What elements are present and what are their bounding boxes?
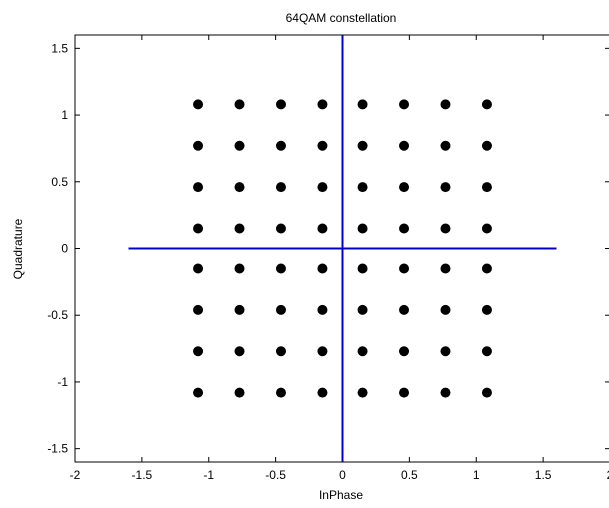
constellation-point bbox=[317, 387, 328, 398]
y-tick-label: -1 bbox=[57, 375, 68, 389]
constellation-point bbox=[275, 99, 286, 110]
x-tick-label: 1.5 bbox=[535, 468, 552, 482]
constellation-point bbox=[357, 99, 368, 110]
constellation-point bbox=[234, 99, 245, 110]
constellation-point bbox=[357, 182, 368, 193]
constellation-point bbox=[440, 346, 451, 357]
constellation-point bbox=[399, 182, 410, 193]
constellation-point bbox=[275, 346, 286, 357]
y-tick-label: 0.5 bbox=[51, 175, 68, 189]
constellation-point bbox=[234, 223, 245, 234]
x-tick-label: -0.5 bbox=[265, 468, 286, 482]
constellation-point bbox=[357, 223, 368, 234]
constellation-point bbox=[481, 304, 492, 315]
constellation-point bbox=[481, 182, 492, 193]
constellation-point bbox=[234, 140, 245, 151]
constellation-point bbox=[481, 140, 492, 151]
constellation-point bbox=[440, 387, 451, 398]
constellation-point bbox=[275, 182, 286, 193]
constellation-point bbox=[440, 263, 451, 274]
x-tick-label: 1 bbox=[473, 468, 480, 482]
constellation-point bbox=[481, 263, 492, 274]
constellation-point bbox=[357, 346, 368, 357]
constellation-point bbox=[234, 182, 245, 193]
y-tick-label: -0.5 bbox=[47, 308, 68, 322]
constellation-point bbox=[275, 223, 286, 234]
constellation-point bbox=[317, 304, 328, 315]
constellation-point bbox=[275, 304, 286, 315]
constellation-point bbox=[399, 387, 410, 398]
x-tick-label: -1.5 bbox=[132, 468, 153, 482]
constellation-point bbox=[481, 387, 492, 398]
constellation-point bbox=[193, 99, 204, 110]
constellation-point bbox=[234, 387, 245, 398]
constellation-point bbox=[193, 223, 204, 234]
constellation-point bbox=[234, 304, 245, 315]
constellation-point bbox=[399, 140, 410, 151]
plot-area: -2-1.5-1-0.500.511.52-1.5-1-0.500.511.5 bbox=[47, 34, 609, 482]
constellation-point bbox=[193, 304, 204, 315]
constellation-point bbox=[234, 346, 245, 357]
constellation-point bbox=[317, 99, 328, 110]
x-tick-label: -2 bbox=[70, 468, 81, 482]
constellation-point bbox=[275, 263, 286, 274]
constellation-point bbox=[440, 140, 451, 151]
x-axis-label: InPhase bbox=[319, 488, 363, 502]
y-tick-label: 0 bbox=[61, 242, 68, 256]
x-tick-label: 0.5 bbox=[401, 468, 418, 482]
constellation-point bbox=[317, 140, 328, 151]
constellation-point bbox=[481, 223, 492, 234]
constellation-point bbox=[193, 263, 204, 274]
constellation-point bbox=[481, 346, 492, 357]
constellation-point bbox=[399, 346, 410, 357]
constellation-point bbox=[317, 182, 328, 193]
constellation-point bbox=[234, 263, 245, 274]
constellation-point bbox=[357, 263, 368, 274]
x-tick-label: 2 bbox=[607, 468, 609, 482]
constellation-point bbox=[317, 223, 328, 234]
constellation-point bbox=[440, 304, 451, 315]
constellation-point bbox=[357, 140, 368, 151]
x-tick-label: 0 bbox=[339, 468, 346, 482]
constellation-point bbox=[275, 387, 286, 398]
y-tick-label: 1 bbox=[61, 108, 68, 122]
constellation-point bbox=[275, 140, 286, 151]
constellation-point bbox=[357, 304, 368, 315]
x-tick-label: -1 bbox=[203, 468, 214, 482]
chart-title: 64QAM constellation bbox=[286, 11, 397, 25]
y-tick-label: -1.5 bbox=[47, 442, 68, 456]
constellation-point bbox=[193, 182, 204, 193]
constellation-point bbox=[440, 223, 451, 234]
constellation-point bbox=[357, 387, 368, 398]
y-axis-label: Quadrature bbox=[11, 218, 25, 279]
constellation-point bbox=[193, 387, 204, 398]
constellation-point bbox=[399, 263, 410, 274]
constellation-point bbox=[317, 346, 328, 357]
constellation-point bbox=[481, 99, 492, 110]
constellation-point bbox=[399, 223, 410, 234]
y-tick-label: 1.5 bbox=[51, 41, 68, 55]
constellation-point bbox=[399, 99, 410, 110]
constellation-point bbox=[399, 304, 410, 315]
constellation-point bbox=[317, 263, 328, 274]
constellation-point bbox=[440, 182, 451, 193]
constellation-point bbox=[193, 140, 204, 151]
constellation-point bbox=[440, 99, 451, 110]
constellation-point bbox=[193, 346, 204, 357]
